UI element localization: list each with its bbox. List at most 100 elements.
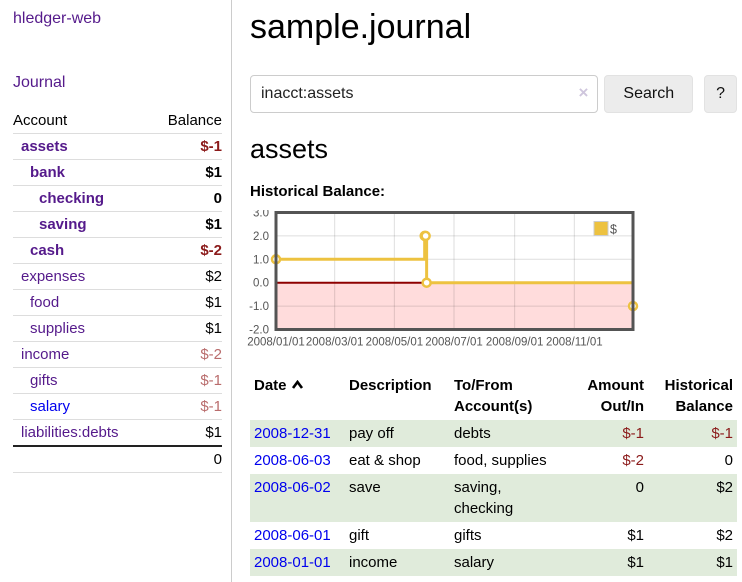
sidebar-account-row-expenses: expenses $2 [13,263,222,290]
transaction-date-link[interactable]: 2008-01-01 [254,554,331,571]
transaction-amount: $-1 [622,425,644,442]
transaction-description: income [349,554,398,571]
svg-text:2008/03/01: 2008/03/01 [306,337,364,349]
sidebar-account-link-assets[interactable]: assets [21,138,68,155]
svg-text:$: $ [610,223,617,237]
account-column-header: To/From Account(s) [454,377,533,415]
register-row: 2008-06-03 eat & shop food, supplies $-2… [250,447,737,474]
transaction-balance: $2 [716,527,733,544]
register-row: 2008-01-01 income salary $1 $1 [250,549,737,576]
sidebar-account-link-food[interactable]: food [30,294,60,311]
account-balance: $-2 [151,237,222,264]
transaction-balance: $2 [716,479,733,496]
account-balance: $1 [151,159,222,186]
transaction-balance: $-1 [711,425,733,442]
svg-text:2.0: 2.0 [253,231,269,243]
account-heading: assets [250,134,329,164]
date-column-header[interactable]: Date [250,372,345,420]
account-balance: $-1 [151,133,222,160]
transaction-accounts: saving, checking [454,479,514,517]
sidebar-account-row-assets: assets $-1 [13,133,222,160]
transaction-accounts: gifts [454,527,482,544]
sidebar-item-journal[interactable]: Journal [13,74,66,91]
transaction-date-link[interactable]: 2008-06-02 [254,479,331,496]
balance-column-header: Historical Balance [664,377,733,415]
sidebar-account-link-salary[interactable]: salary [30,398,71,415]
transaction-amount: $-2 [622,452,644,469]
account-balance: $-1 [151,367,222,394]
sidebar-total-row: 0 [13,445,222,473]
sidebar-account-row-liabilities-debts: liabilities:debts $1 [13,420,222,447]
sidebar-account-link-saving[interactable]: saving [39,216,87,233]
sidebar-account-row-bank: bank $1 [13,159,222,186]
app-brand-link[interactable]: hledger-web [13,10,102,27]
transaction-amount: $1 [627,527,644,544]
register-row: 2008-06-02 save saving, checking 0 $2 [250,474,737,522]
sidebar-account-row-gifts: gifts $-1 [13,367,222,394]
svg-text:2008/05/01: 2008/05/01 [366,337,424,349]
svg-text:0.0: 0.0 [253,278,269,290]
chevron-up-icon [291,380,303,389]
sidebar-account-link-cash[interactable]: cash [30,242,65,259]
account-balance: $2 [151,263,222,290]
help-button[interactable]: ? [704,75,737,113]
transaction-description: save [349,479,381,496]
svg-text:1.0: 1.0 [253,254,269,266]
transaction-accounts: food, supplies [454,452,547,469]
svg-text:2008/01/01: 2008/01/01 [247,337,305,349]
account-balance: $-2 [151,341,222,368]
transaction-description: eat & shop [349,452,421,469]
transaction-date-link[interactable]: 2008-06-03 [254,452,331,469]
sidebar-account-row-cash: cash $-2 [13,237,222,264]
register-table: Date Description To/From Account(s) Amou… [250,372,737,576]
svg-text:-1.0: -1.0 [249,301,269,313]
svg-text:-2.0: -2.0 [249,325,269,337]
sidebar-account-link-income[interactable]: income [21,346,70,363]
transaction-description: pay off [349,425,394,442]
sidebar: hledger-web Journal Account Balance asse… [0,0,232,582]
transaction-description: gift [349,527,370,544]
account-balance: $1 [205,424,222,441]
transaction-amount: $1 [627,554,644,571]
page-title: sample.journal [250,8,472,46]
sidebar-account-row-supplies: supplies $1 [13,315,222,342]
transaction-accounts: salary [454,554,495,571]
search-button[interactable]: Search [604,75,694,113]
register-row: 2008-06-01 gift gifts $1 $2 [250,522,737,549]
account-balance: $-1 [151,393,222,420]
sidebar-account-link-supplies[interactable]: supplies [30,320,86,337]
chart-label: Historical Balance: [250,183,386,200]
sidebar-account-link-checking[interactable]: checking [39,190,105,207]
svg-text:3.0: 3.0 [253,210,269,220]
historical-balance-chart: 3.0 2.0 1.0 0.0 -1.0 -2.0 2008/01/01 2008/03/01… [246,208,737,356]
main-content: sample.journal × Search ? assets Histori… [232,0,742,582]
transaction-date-link[interactable]: 2008-06-01 [254,527,331,544]
sidebar-account-row-checking: checking 0 [13,185,222,212]
account-balance: $1 [151,211,222,238]
register-header-row: Date Description To/From Account(s) Amou… [250,372,737,420]
sidebar-account-row-income: income $-2 [13,341,222,368]
sidebar-account-link-liabilities-debts[interactable]: liabilities:debts [21,424,119,441]
sidebar-account-link-expenses[interactable]: expenses [21,268,86,285]
svg-text:2008/09/01: 2008/09/01 [486,337,544,349]
account-balance: $1 [151,289,222,316]
register-row: 2008-12-31 pay off debts $-1 $-1 [250,420,737,447]
svg-text:2008/07/01: 2008/07/01 [425,337,483,349]
clear-search-icon[interactable]: × [578,83,589,102]
sidebar-accounts-header-row: Account Balance [13,108,222,134]
sidebar-account-row-food: food $1 [13,289,222,316]
sidebar-account-link-gifts[interactable]: gifts [30,372,58,389]
sidebar-account-row-saving: saving $1 [13,211,222,238]
transaction-date-link[interactable]: 2008-12-31 [254,425,331,442]
sidebar-account-link-bank[interactable]: bank [30,164,66,181]
balance-column-header: Balance [151,108,222,134]
amount-column-header: Amount Out/In [587,377,644,415]
transaction-accounts: debts [454,425,491,442]
account-balance: 0 [151,185,222,212]
transaction-balance: 0 [724,452,733,469]
account-column-header: Account [13,108,152,134]
search-input-wrap: × [250,75,599,113]
search-input[interactable] [250,75,599,113]
